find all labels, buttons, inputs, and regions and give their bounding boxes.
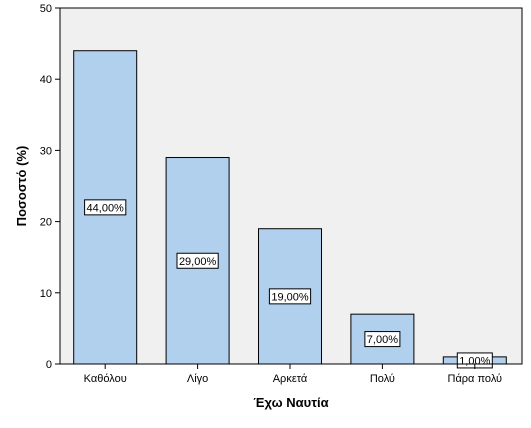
bars-group: 44,00%29,00%19,00%7,00%1,00% xyxy=(73,50,507,369)
y-tick-label: 0 xyxy=(46,359,52,371)
data-label-box xyxy=(176,252,219,269)
y-tick-label: 50 xyxy=(40,3,52,15)
x-axis-ticks: Καθόλου Λίγο Αρκετά Πολύ Πάρα πολύ xyxy=(84,364,502,385)
data-label-box xyxy=(84,199,127,216)
x-tick-label: Λίγο xyxy=(187,373,208,385)
data-label-box xyxy=(268,288,312,305)
data-label: 44,00% xyxy=(87,202,125,214)
data-label: 19,00% xyxy=(271,291,309,303)
y-axis-ticks: 0 10 20 30 40 50 xyxy=(40,3,60,371)
x-tick-label: Καθόλου xyxy=(84,373,127,385)
y-tick-label: 20 xyxy=(40,217,52,229)
y-tick-label: 30 xyxy=(40,145,52,157)
x-tick-label: Αρκετά xyxy=(273,373,308,385)
y-axis-title: Ποσοστό (%) xyxy=(14,146,29,227)
data-label-box xyxy=(364,331,401,348)
y-tick-label: 40 xyxy=(40,74,52,86)
y-tick-label: 10 xyxy=(40,288,52,300)
data-label: 7,00% xyxy=(367,334,398,346)
x-tick-label: Πολύ xyxy=(370,373,395,385)
x-axis-title: Έχω Ναυτία xyxy=(253,395,328,410)
data-label: 29,00% xyxy=(179,256,217,268)
x-tick-label: Πάρα πολύ xyxy=(448,373,503,385)
